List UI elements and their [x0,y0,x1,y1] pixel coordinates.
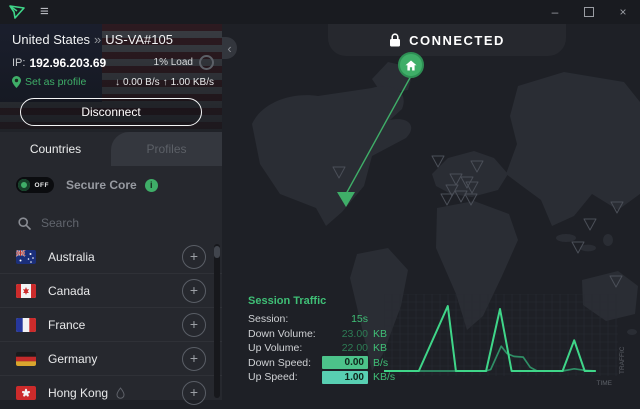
down-volume-row: Down Volume: 23.00 KB [248,327,388,340]
hong-kong-flag-icon [16,385,36,400]
country-row-canada[interactable]: Canada + [0,273,222,307]
country-row-france[interactable]: France + [0,307,222,341]
tab-profiles[interactable]: Profiles [111,132,222,166]
session-duration-row: Session: 15s [248,313,368,326]
home-marker-button[interactable] [398,52,424,78]
add-profile-button[interactable]: + [182,312,206,337]
up-speed-row: Up Speed: 1.00 KB/s [248,370,396,384]
search-placeholder: Search [41,216,80,230]
add-profile-button[interactable]: + [182,346,206,371]
sidebar: United States» US-VA#105 IP: 192.96.203.6… [0,24,222,405]
search-input[interactable]: Search [0,206,222,240]
tab-countries[interactable]: Countries [29,142,82,156]
chart-time-label: TIME [596,380,612,387]
protonvpn-logo-icon [8,4,26,20]
country-list-scrollbar[interactable] [214,244,220,398]
map-continents [252,62,640,371]
ip-label: IP: [12,56,26,69]
connected-server: US-VA#105 [105,32,173,47]
chart-traffic-label: TRAFFIC [619,346,626,374]
toggle-knob-icon [18,179,30,191]
country-list: Australia + Canada + France + [0,240,222,405]
add-profile-button[interactable]: + [182,380,206,405]
traffic-chart: TIME TRAFFIC [384,294,626,387]
secure-core-toggle[interactable]: OFF [16,177,54,193]
france-flag-icon [16,317,36,332]
country-row-hong-kong[interactable]: Hong Kong + [0,375,222,409]
down-speed-row: Down Speed: 0.00 B/s [248,356,389,370]
toggle-state-label: OFF [34,181,49,189]
down-speed-badge: 0.00 [322,356,368,370]
connection-status: CONNECTED [409,32,505,48]
menu-icon[interactable]: ≡ [40,3,49,20]
add-profile-button[interactable]: + [182,278,206,303]
maximize-icon [584,7,594,17]
upload-arrow-icon: ↑ [162,76,168,88]
maximize-button[interactable] [572,0,606,24]
connected-country: United States [12,32,91,47]
upload-speed: 1.00 KB/s [170,76,214,88]
pin-icon [12,76,21,88]
server-load: 1% Load [153,57,193,68]
up-speed-badge: 1.00 [322,370,368,384]
scrollbar-thumb[interactable] [214,246,220,258]
germany-flag-icon [16,351,36,366]
tor-icon [116,386,125,399]
up-volume: 22.00 [341,342,368,355]
search-icon [18,216,31,230]
connection-title: United States» US-VA#105 [12,32,173,47]
secure-core-row: OFF Secure Core i [0,166,222,204]
close-button[interactable]: × [619,5,627,19]
info-icon[interactable]: i [144,178,158,192]
down-volume: 23.00 [341,327,368,340]
session-traffic-title: Session Traffic [248,295,327,307]
lock-icon [390,33,401,47]
minimize-button[interactable]: – [551,5,559,19]
download-arrow-icon: ↓ [114,76,120,88]
load-ring-icon [199,55,214,70]
sidebar-tabs: Countries Profiles [0,132,222,166]
canada-flag-icon [16,283,36,298]
country-row-germany[interactable]: Germany + [0,341,222,375]
secure-core-label: Secure Core [66,178,137,192]
add-profile-button[interactable]: + [182,244,206,269]
map-markers-overlay [332,75,624,288]
title-bar: ≡ – × [0,0,640,24]
set-as-profile-link[interactable]: Set as profile [12,76,86,88]
up-volume-row: Up Volume: 22.00 KB [248,342,388,355]
sidebar-collapse-button[interactable]: ‹ [222,37,237,59]
world-map: CONNECTED Session Traffic Session: 15s D… [222,24,640,400]
country-row-australia[interactable]: Australia + [0,240,222,273]
home-icon [405,60,417,70]
connection-header: United States» US-VA#105 IP: 192.96.203.6… [0,24,222,132]
ip-address: 192.96.203.69 [29,55,107,70]
disconnect-button[interactable]: Disconnect [20,98,202,126]
connection-status-bar: CONNECTED [328,24,566,56]
download-speed: 0.00 B/s [122,76,160,88]
australia-flag-icon [16,249,36,264]
session-duration: 15s [351,313,368,326]
speed-readout: ↓ 0.00 B/s ↑ 1.00 KB/s [115,77,214,88]
session-traffic-panel: Session Traffic Session: 15s Down Volume… [248,295,400,385]
